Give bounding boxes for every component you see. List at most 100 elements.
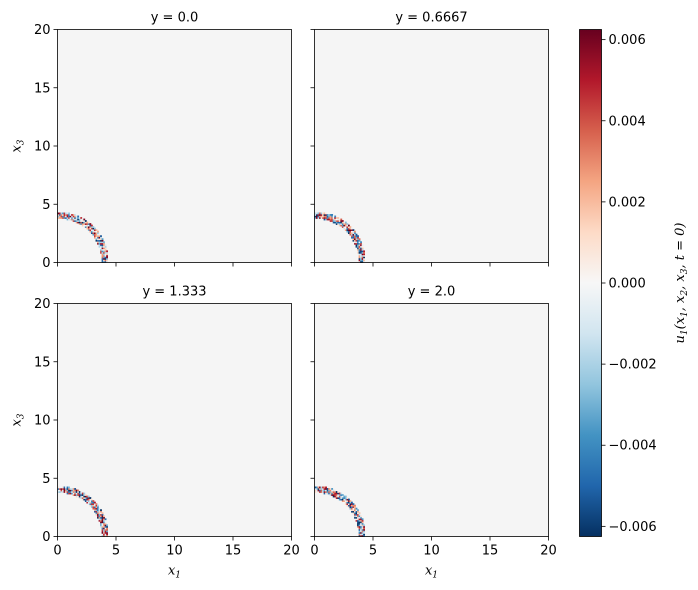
heatmap-cell [92,229,95,231]
heatmap-cell [354,235,356,238]
heatmap-cell [74,491,77,493]
heatmap-cell [360,257,362,260]
heatmap-cell [78,221,81,224]
heatmap-cell [98,236,101,239]
heatmap-cell [355,513,358,516]
heatmap-cell [92,501,95,504]
heatmap-cell [95,512,98,515]
heatmap-cell [323,214,326,216]
heatmap-cell [331,488,334,490]
heatmap-cell [71,215,74,218]
heatmap-cell [90,232,93,235]
heatmap-cell [68,488,70,490]
heatmap-cell [81,223,84,225]
heatmap-cell [334,495,337,498]
heatmap-cell [317,214,320,216]
heatmap-cell [71,214,74,216]
heatmap-cell [352,504,355,507]
heatmap-cell [351,236,353,239]
heatmap-cell [98,516,101,519]
heatmap-cell [97,233,99,236]
heatmap-cell [80,217,83,219]
heatmap-cell [354,506,356,509]
heatmap-cell [101,238,104,241]
heatmap-cell [78,220,81,222]
heatmap-cell [101,518,104,521]
heatmap-cell [78,491,81,493]
heatmap-cell [360,259,362,262]
heatmap-cell [363,530,365,533]
heatmap-cell [104,254,107,257]
heatmap-cell [98,509,101,512]
heatmap-cell [101,516,104,519]
heatmap-cell [331,217,334,219]
heatmap-cell [352,506,355,509]
y-tick-label: 5 [42,198,50,213]
heatmap-cell [106,251,108,254]
heatmap-cell [354,236,356,239]
heatmap-cell [347,506,350,509]
heatmap-cell [325,491,327,493]
heatmap-cell [92,226,95,228]
heatmap-cell [360,251,362,254]
heatmap-cell [83,218,86,221]
heatmap-cell [101,525,104,528]
heatmap-cell [346,226,349,228]
heatmap-cell [328,217,331,219]
heatmap-cell [106,260,108,263]
y-tick-label: 10 [34,140,51,155]
heatmap-cell [66,218,69,221]
heatmap-cell [81,497,84,499]
heatmap-cell [72,491,75,493]
heatmap-cell [349,501,352,504]
heatmap-cell [63,489,66,492]
colorbar: −0.006 −0.004 −0.002 0.000 0.002 0.004 0.006 u1… [579,29,690,537]
heatmap-cell [60,214,63,216]
heatmap-cell [319,489,321,492]
heatmap-cell [320,486,323,489]
heatmap-cell [360,515,362,518]
heatmap-cell [98,244,101,247]
heatmap-cell [57,212,60,215]
heatmap-cell [94,501,96,504]
heatmap-cell [332,218,335,221]
heatmap-cell [57,488,60,490]
heatmap-cell [101,524,104,527]
heatmap-cell [104,531,107,534]
heatmap-cell [334,220,337,222]
heatmap-cell [59,212,61,215]
heatmap-cell [357,519,359,522]
heatmap-cell [100,250,102,253]
heatmap-cell [100,515,102,518]
heatmap-cell [332,220,335,222]
heatmap-cell [340,221,343,224]
heatmap-cell [354,233,356,236]
x-tick-label: 5 [112,544,120,559]
heatmap-cell [101,533,104,536]
heatmap-cell [323,217,326,219]
heatmap-cell [71,491,74,493]
heatmap-cell [328,215,331,218]
heatmap-cell [94,509,96,512]
heatmap-cell [357,524,359,527]
heatmap-cell [360,521,362,524]
heatmap-cell [74,489,77,492]
heatmap-cell [357,516,359,519]
heatmap-cell [358,519,361,522]
heatmap-cell [83,224,86,227]
heatmap-cell [354,504,356,507]
heatmap-cell [97,232,99,235]
heatmap-cell [87,495,90,498]
heatmap-cell [361,247,364,250]
heatmap-cell [66,489,69,492]
heatmap-cell [357,247,359,250]
heatmap-cell [104,260,107,263]
heatmap-cell [104,259,107,262]
heatmap-cell [63,214,66,216]
heatmap-cell [357,236,359,239]
heatmap-cell [98,239,101,242]
x-tick-label: 20 [540,544,557,559]
heatmap-cell [87,500,90,502]
heatmap-cell [100,513,102,516]
heatmap-cell [104,256,107,259]
